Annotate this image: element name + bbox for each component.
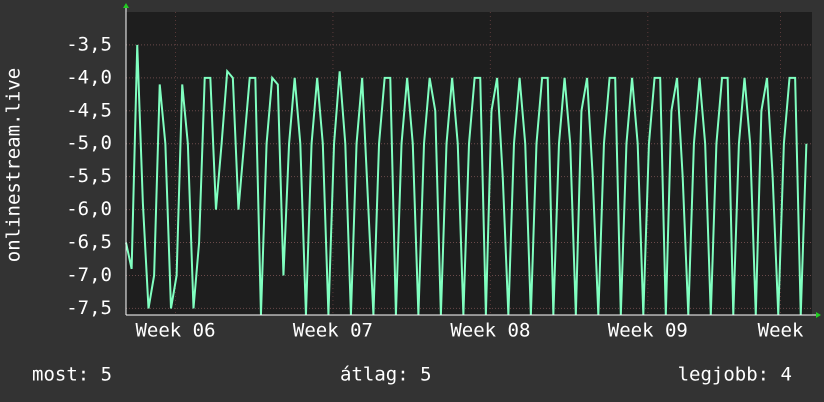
y-axis-label: onlinestream.live (3, 68, 25, 262)
y-tick-label: -7,0 (66, 264, 112, 286)
footer-stat: átlag: 5 (340, 364, 432, 386)
y-tick-label: -5,5 (66, 165, 112, 187)
footer-stat: most: 5 (32, 364, 112, 386)
axis-arrow (816, 312, 821, 318)
y-tick-label: -5,0 (66, 132, 112, 154)
axis-arrow (123, 3, 129, 8)
x-tick-label: Week 07 (293, 320, 373, 342)
x-tick-label: Week 06 (135, 320, 215, 342)
x-tick-label: Week (758, 320, 804, 342)
y-tick-label: -3,5 (66, 33, 112, 55)
y-tick-label: -6,5 (66, 231, 112, 253)
y-tick-label: -7,5 (66, 297, 112, 319)
y-tick-label: -6,0 (66, 198, 112, 220)
y-tick-label: -4,0 (66, 66, 112, 88)
y-tick-label: -4,5 (66, 99, 112, 121)
data-line (125, 44, 808, 316)
x-tick-label: Week 09 (608, 320, 688, 342)
x-tick-label: Week 08 (450, 320, 530, 342)
footer-stat: legjobb: 4 (678, 364, 792, 386)
